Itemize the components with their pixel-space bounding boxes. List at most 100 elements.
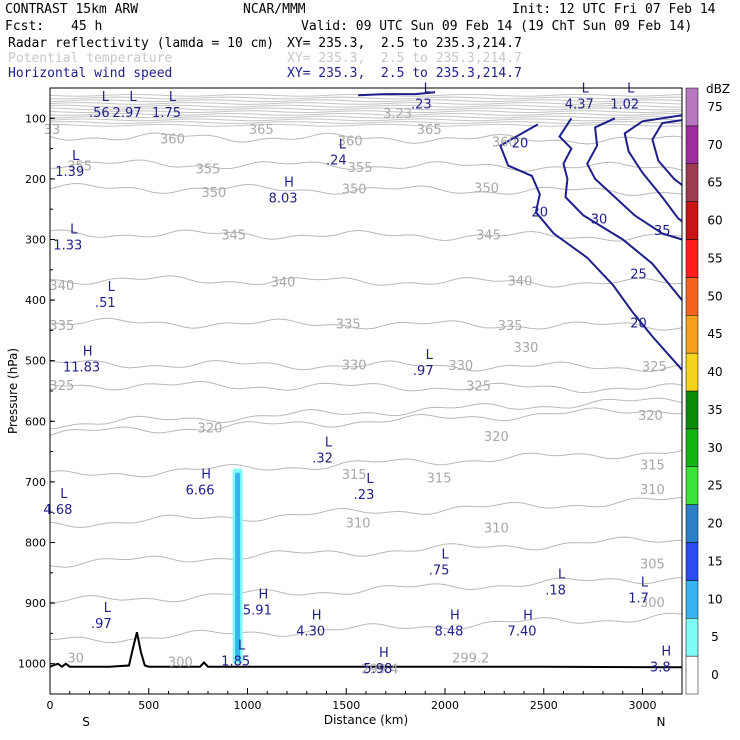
theta-label: 300 <box>640 596 665 611</box>
colorbar-label: 60 <box>707 214 722 228</box>
extremum-letter: L <box>104 601 112 616</box>
axes: 100 200 300 400 500 600 700 800 900 1000 0 500 1000 1… <box>18 112 663 712</box>
isotach-line <box>623 114 683 223</box>
theta-label: 340 <box>271 275 296 290</box>
theta-contour-upper <box>49 112 682 116</box>
y-tick-label: 200 <box>25 173 46 186</box>
field-reflectivity-name: Radar reflectivity (lamda = 10 cm) <box>8 36 275 51</box>
y-tick-label: 600 <box>25 415 46 428</box>
y-tick-label: 700 <box>25 476 46 489</box>
colorbar-label: 10 <box>707 592 722 606</box>
extremum-value: 1.02 <box>610 98 639 113</box>
field-reflectivity-xy: XY= 235.3, 2.5 to 235.3,214.7 <box>287 36 522 51</box>
theta-label: 33 <box>44 123 61 138</box>
extremum-value: 8.03 <box>269 192 298 207</box>
theta-label: 330 <box>514 341 539 356</box>
theta-label: 315 <box>640 458 665 473</box>
isotach-label: 20 <box>630 317 647 332</box>
colorbar-swatch <box>685 87 699 127</box>
x-tick-label: 2500 <box>530 699 558 712</box>
extremum-letter: H <box>284 176 294 191</box>
theta-contour-line <box>49 229 683 242</box>
extremum-letter: L <box>108 280 116 295</box>
theta-contour-line <box>50 159 683 172</box>
theta-label: 355 <box>348 161 373 176</box>
extremum-value: 1.85 <box>221 655 250 670</box>
x-tick-label: 3000 <box>629 699 657 712</box>
extremum-letter: L <box>169 90 177 105</box>
theta-label: 350 <box>202 186 227 201</box>
x-tick-label: 2000 <box>431 699 459 712</box>
theta-label: 330 <box>448 359 473 374</box>
colorbar-label: 20 <box>707 517 722 531</box>
theta-contour-upper <box>49 118 683 122</box>
extremum-value: 4.30 <box>296 624 325 639</box>
colorbar-swatch <box>685 504 699 543</box>
colorbar-label: 45 <box>707 327 722 341</box>
isotach-label: 30 <box>591 212 608 227</box>
field-wind-name: Horizontal wind speed <box>8 66 173 81</box>
extremum-value: 11.83 <box>63 361 100 376</box>
theta-contour-line <box>49 612 683 644</box>
colorbar-swatch <box>685 125 699 164</box>
theta-contour-line <box>49 496 683 529</box>
theta-label: 320 <box>638 409 663 424</box>
reflectivity-column-layer <box>232 468 243 664</box>
isotach-line <box>558 117 683 301</box>
theta-label: 360 <box>492 135 517 150</box>
extremum-letter: L <box>641 576 649 591</box>
y-tick-label: 100 <box>25 112 46 125</box>
colorbar-label: 50 <box>707 289 722 303</box>
extremum-letter: H <box>661 645 671 660</box>
colorbar-swatch <box>685 352 699 392</box>
center-name: NCAR/MMM <box>243 2 306 17</box>
theta-label: 310 <box>484 521 509 536</box>
colorbar-swatch <box>685 466 699 505</box>
theta-contour-line <box>49 577 683 603</box>
extremum-value: .97 <box>91 617 112 632</box>
extremum-value: 5.98 <box>363 662 392 677</box>
colorbar-swatch <box>685 655 699 695</box>
y-tick-label: 900 <box>25 597 46 610</box>
extremum-letter: L <box>424 82 432 97</box>
x-axis-label: Distance (km) <box>324 713 408 727</box>
extremum-value: 5.91 <box>243 604 272 619</box>
endpoint-south: S <box>82 715 90 729</box>
isotach-label: 20 <box>512 137 529 152</box>
colorbar-swatch <box>685 580 699 619</box>
model-title: CONTRAST 15km ARW <box>5 2 139 17</box>
extremum-value: .23 <box>411 98 432 113</box>
theta-label: 299.4 <box>361 663 398 678</box>
extremum-value: .97 <box>413 364 434 379</box>
extremum-value: 3.8 <box>650 661 671 676</box>
colorbar-swatch <box>685 618 699 657</box>
extremum-letter: L <box>102 90 110 105</box>
theta-label: 30 <box>67 652 84 667</box>
theta-contour-upper <box>49 121 683 125</box>
isotach-label: 25 <box>630 267 647 282</box>
theta-label: 320 <box>484 430 509 445</box>
theta-contour-upper <box>49 115 683 119</box>
theta-label: 315 <box>342 468 367 483</box>
x-tick-label: 500 <box>138 699 159 712</box>
extremum-value: .18 <box>545 584 566 599</box>
theta-contour-upper <box>49 104 682 108</box>
forecast-label: Fcst: <box>5 19 45 34</box>
theta-label: 325 <box>642 360 667 375</box>
theta-label: 310 <box>346 517 371 532</box>
theta-label: 365 <box>417 123 442 138</box>
upper-theta-contours <box>49 93 683 127</box>
extremum-letter: L <box>238 639 246 654</box>
colorbar-swatch <box>685 163 699 202</box>
forecast-hour: 45 h <box>71 19 103 34</box>
colorbar-swatch <box>685 201 699 240</box>
theta-contour-line <box>49 132 683 145</box>
extremum-value: .24 <box>326 153 347 168</box>
theta-label: 325 <box>49 379 74 394</box>
extremum-value: 7.40 <box>508 624 537 639</box>
theta-contour-upper <box>49 107 683 111</box>
extremum-value: .23 <box>354 488 375 503</box>
extremum-letter: L <box>129 90 137 105</box>
extremum-letter: L <box>441 548 449 563</box>
